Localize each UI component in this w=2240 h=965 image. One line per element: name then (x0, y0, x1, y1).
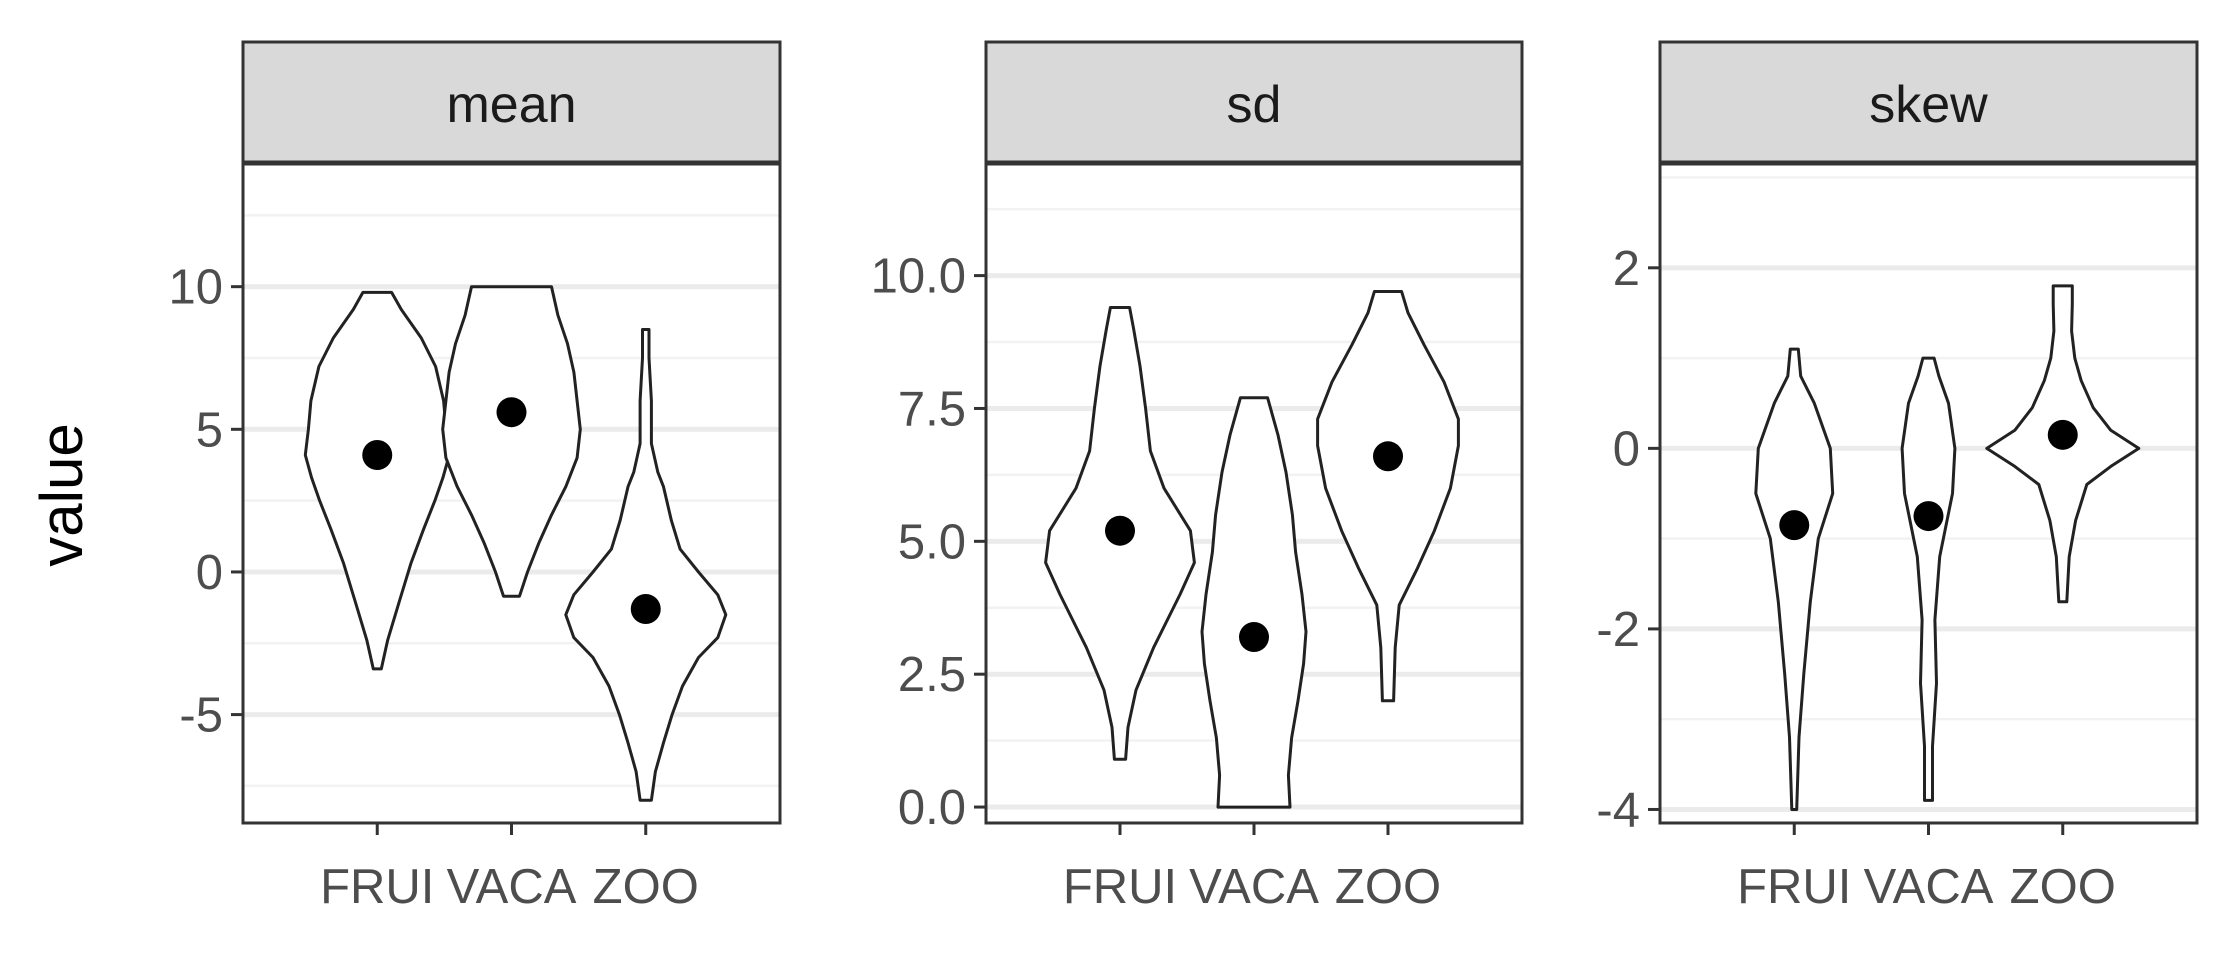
mean-point-sd-vaca (1239, 621, 1269, 652)
x-tick-label-vaca: VACA (1864, 860, 1994, 914)
violin-skew-vaca (1900, 356, 1957, 802)
violin-sd-vaca (1200, 396, 1308, 809)
panel-skew: skew -4 -2 0 2 FRUI VACA ZOO (1596, 40, 2199, 914)
y-tick-label: 10 (168, 261, 223, 315)
y-tick-label: 2 (1613, 242, 1640, 296)
violin-mean-vaca (441, 285, 582, 598)
x-tick-label-zoo: ZOO (593, 860, 699, 914)
y-tick-label: 0 (1613, 422, 1640, 476)
y-tick-label: 2.5 (898, 648, 966, 702)
strip-label-mean: mean (446, 76, 576, 134)
y-tick-label: 0.0 (898, 781, 966, 835)
mean-point-skew-frui (1779, 510, 1810, 541)
mean-point-skew-zoo (2047, 419, 2078, 450)
violin-mean-zoo (564, 328, 728, 802)
x-tick-label-vaca: VACA (1189, 860, 1319, 914)
strip-label-skew: skew (1869, 76, 1988, 134)
violin-mean-frui (303, 290, 451, 671)
x-tick-label-vaca: VACA (447, 860, 577, 914)
violin-sd-zoo (1316, 290, 1460, 703)
strip-mean (241, 40, 782, 164)
x-tick-label-zoo: ZOO (2010, 860, 2116, 914)
y-tick-label: 5.0 (898, 515, 966, 569)
panel-mean: mean -5 0 5 10 FRUI VACA ZOO (168, 40, 782, 914)
mean-point-mean-frui (362, 439, 393, 470)
y-tick-label: 10.0 (871, 250, 966, 304)
y-tick-label: -4 (1596, 783, 1640, 837)
y-tick-label: 7.5 (898, 382, 966, 436)
strip-label-sd: sd (1227, 76, 1282, 134)
mean-point-sd-zoo (1373, 441, 1403, 472)
y-tick-label: -2 (1596, 603, 1640, 657)
y-axis-title: value (28, 423, 95, 566)
mean-point-skew-vaca (1913, 501, 1944, 532)
x-tick-label-frui: FRUI (1063, 860, 1177, 914)
mean-point-mean-zoo (630, 594, 661, 625)
x-tick-label-frui: FRUI (1737, 860, 1851, 914)
strip-skew (1658, 40, 2199, 164)
y-tick-label: 5 (196, 403, 223, 457)
x-tick-label-frui: FRUI (320, 860, 434, 914)
x-tick-label-zoo: ZOO (1335, 860, 1441, 914)
strip-sd (984, 40, 1524, 164)
y-tick-label: -5 (179, 689, 223, 743)
violin-skew-frui (1754, 347, 1835, 811)
y-tick-label: 0 (196, 546, 223, 600)
panel-sd: sd 0.0 2.5 5.0 7.5 10.0 FRUI VACA ZOO (871, 40, 1524, 914)
mean-point-sd-frui (1105, 515, 1135, 546)
mean-point-mean-vaca (496, 397, 527, 428)
